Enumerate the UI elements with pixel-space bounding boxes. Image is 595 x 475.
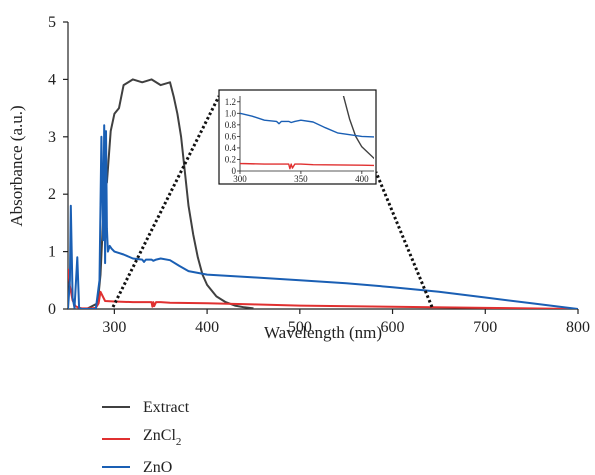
- y-tick-label-4: 4: [48, 71, 56, 88]
- inset-plot: 300 350 400 0 0.20.4 0.60.8 1.01.2: [218, 89, 377, 185]
- y-axis-title: Absorbance (a.u.): [7, 105, 26, 226]
- inset-y-tick-label-1.0: 1.0: [225, 108, 237, 118]
- inset-frame: [218, 89, 377, 185]
- legend-label-zncl2-text: ZnCl: [143, 427, 176, 444]
- inset-x-tick-label-300: 300: [233, 174, 247, 184]
- inset-series-line-zno: [240, 112, 374, 138]
- inset-y-tick-label-0.6: 0.6: [225, 131, 237, 141]
- inset-series-line-zncl2: [240, 162, 374, 170]
- x-axis-title: Wavelength (nm): [264, 323, 382, 342]
- inset-x-tick-label-400: 400: [355, 174, 369, 184]
- x-tick-label-300: 300: [102, 319, 126, 336]
- inset-y-ticks: 0 0.20.4 0.60.8 1.01.2: [225, 97, 240, 176]
- x-axis-ticks: 300 400 500 600 700 800: [102, 309, 590, 336]
- zoom-connector-left: [111, 95, 221, 308]
- legend: Extract ZnCl2 ZnO: [102, 399, 190, 475]
- x-tick-label-500: 500: [288, 319, 312, 336]
- inset-y-tick-label-0.2: 0.2: [225, 154, 236, 164]
- x-tick-label-600: 600: [381, 319, 405, 336]
- zoom-connector-right: [374, 171, 434, 308]
- inset-y-tick-label-1.2: 1.2: [225, 97, 236, 107]
- x-tick-label-400: 400: [195, 319, 219, 336]
- inset-series-line-extract: [342, 96, 374, 160]
- series-line-zno: [68, 124, 578, 309]
- zoom-connectors: [111, 95, 434, 308]
- inset-series-layer: [240, 96, 374, 170]
- y-axis-ticks: 0 1 2 3 4 5: [48, 14, 68, 318]
- inset-y-tick-label-0: 0: [232, 166, 237, 176]
- inset-y-tick-label-0.4: 0.4: [225, 143, 237, 153]
- inset-x-ticks: 300 350 400: [233, 171, 369, 184]
- legend-label-zncl2-subscript: 2: [176, 436, 182, 448]
- y-tick-label-3: 3: [48, 129, 56, 146]
- inset-x-tick-label-350: 350: [294, 174, 308, 184]
- legend-label-zncl2: ZnCl2: [143, 427, 181, 448]
- x-tick-label-700: 700: [473, 319, 497, 336]
- x-tick-label-800: 800: [566, 319, 590, 336]
- series-line-zncl2: [68, 268, 578, 309]
- inset-y-tick-label-0.8: 0.8: [225, 120, 237, 130]
- y-tick-label-5: 5: [48, 14, 56, 31]
- legend-label-zno: ZnO: [143, 459, 172, 475]
- y-tick-label-1: 1: [48, 244, 56, 261]
- legend-label-extract: Extract: [143, 399, 190, 416]
- y-tick-label-2: 2: [48, 186, 56, 203]
- series-layer: [68, 78, 578, 309]
- y-tick-label-0: 0: [48, 301, 56, 318]
